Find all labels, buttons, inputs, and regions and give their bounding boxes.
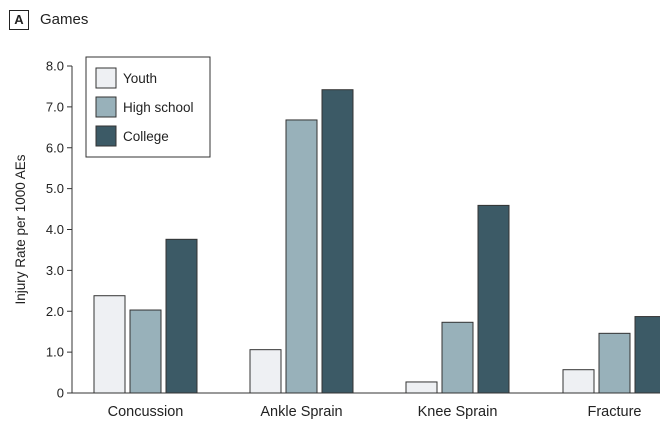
bar-concussion-college [165,238,198,394]
y-tick-label: 4.0 [46,222,64,237]
bar-concussion-youth [93,295,126,394]
bar-fracture-college [634,316,660,394]
y-tick-label: 1.0 [46,345,64,360]
bars: Concussion Ankle Sprain Knee Sprain Fractur… [93,89,660,420]
y-tick-label: 8.0 [46,59,64,74]
legend-swatch [95,96,117,118]
bar-knee-sprain-youth [405,381,438,394]
y-tick-label: 2.0 [46,304,64,319]
x-category-label: Fracture [588,404,642,420]
bar-ankle-sprain-college [321,89,354,394]
y-tick-label: 6.0 [46,140,64,155]
legend-label: Youth [123,71,157,86]
x-category-label: Knee Sprain [418,404,498,420]
y-tick-label: 7.0 [46,99,64,114]
y-tick-label: 0 [57,386,64,401]
bar-knee-sprain-high-school [441,321,474,394]
bar-fracture-high-school [598,332,631,394]
bar-ankle-sprain-high-school [285,119,318,394]
bar-ankle-sprain-youth [249,349,282,394]
y-tick-label: 3.0 [46,263,64,278]
legend-swatch [95,67,117,89]
x-category-label: Ankle Sprain [260,404,342,420]
bar-knee-sprain-college [477,204,510,394]
x-category-label: Concussion [108,404,184,420]
legend: Youth High school College [85,56,211,158]
y-tick-label: 5.0 [46,181,64,196]
bar-fracture-youth [562,369,595,394]
legend-label: College [123,129,169,144]
legend-label: High school [123,100,194,115]
bar-concussion-high-school [129,309,162,394]
y-axis-title: Injury Rate per 1000 AEs [13,154,28,304]
panel-label: A [9,10,29,30]
legend-swatch [95,125,117,147]
panel-title: Games [40,11,89,28]
